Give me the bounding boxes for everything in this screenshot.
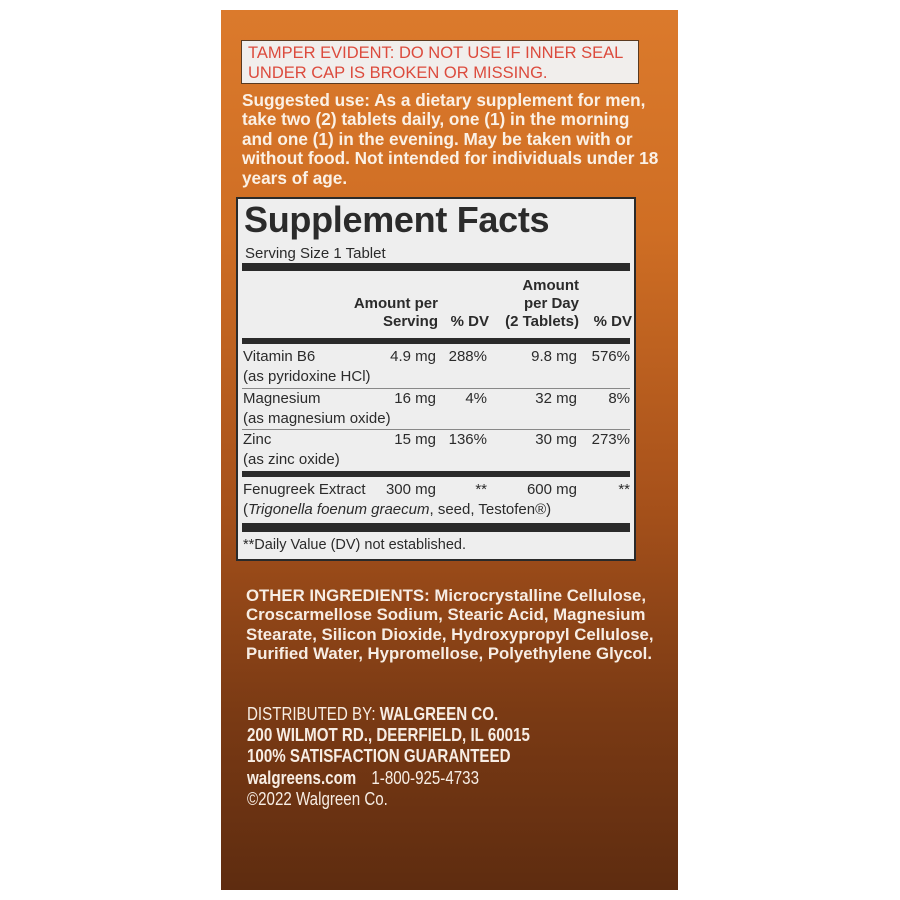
dv-per-day: 576% bbox=[591, 348, 630, 365]
distributor-info: DISTRIBUTED BY: WALGREEN CO. 200 WILMOT … bbox=[247, 704, 530, 810]
tamper-line: UNDER CAP IS BROKEN OR MISSING. bbox=[248, 64, 548, 82]
website: walgreens.com bbox=[247, 767, 357, 788]
amount-per-day: 30 mg bbox=[535, 431, 577, 448]
other-ingredients-label: OTHER INGREDIENTS: bbox=[246, 586, 430, 605]
distributor-label: DISTRIBUTED BY: bbox=[247, 704, 376, 724]
suggested-use: Suggested use: As a dietary supplement f… bbox=[242, 90, 662, 188]
label-panel: TAMPER EVIDENT: DO NOT USE IF INNER SEAL… bbox=[221, 10, 678, 890]
nutrient-name: Magnesium bbox=[243, 390, 321, 407]
amount: 15 mg bbox=[394, 431, 436, 448]
guarantee: 100% SATISFACTION GUARANTEED bbox=[247, 746, 511, 767]
nutrient-source: (Trigonella foenum graecum, seed, Testof… bbox=[243, 500, 551, 520]
suggested-use-text: As a dietary supplement for men, take tw… bbox=[242, 90, 659, 188]
dv-per-day: ** bbox=[618, 481, 630, 498]
divider bbox=[242, 388, 630, 389]
source-rest: , seed, Testofen®) bbox=[429, 501, 552, 518]
divider bbox=[242, 338, 630, 344]
header-line: per Day bbox=[523, 295, 579, 312]
header-line: Serving bbox=[382, 313, 438, 330]
nutrient-source: (as pyridoxine HCl) bbox=[243, 368, 371, 385]
footnote: **Daily Value (DV) not established. bbox=[243, 537, 466, 553]
divider bbox=[242, 471, 630, 477]
tamper-warning: TAMPER EVIDENT: DO NOT USE IF INNER SEAL… bbox=[241, 40, 639, 84]
header-dv: % DV bbox=[450, 313, 489, 330]
header-amount-per-serving: Amount per Serving bbox=[338, 295, 438, 331]
amount-per-day: 32 mg bbox=[535, 390, 577, 407]
facts-title: Supplement Facts bbox=[244, 199, 550, 240]
copyright: ©2022 Walgreen Co. bbox=[247, 788, 388, 809]
other-ingredients: OTHER INGREDIENTS: Microcrystalline Cell… bbox=[246, 586, 666, 663]
serving-size: Serving Size 1 Tablet bbox=[245, 245, 386, 262]
suggested-use-label: Suggested use: bbox=[242, 90, 370, 110]
paren: ( bbox=[243, 501, 248, 518]
amount-per-day: 600 mg bbox=[526, 481, 577, 498]
nutrient-name: Zinc bbox=[243, 431, 272, 448]
nutrient-source: (as zinc oxide) bbox=[243, 451, 340, 468]
dv: 4% bbox=[465, 390, 487, 407]
divider bbox=[242, 263, 630, 271]
botanical-name: Trigonella foenum graecum bbox=[248, 501, 430, 518]
distributor-name: WALGREEN CO. bbox=[375, 704, 499, 724]
header-line: (2 Tablets) bbox=[505, 313, 579, 330]
dv: 288% bbox=[448, 348, 487, 365]
tamper-line: TAMPER EVIDENT: DO NOT USE IF INNER SEAL bbox=[248, 44, 624, 62]
address: 200 WILMOT RD., DEERFIELD, IL 60015 bbox=[247, 725, 530, 746]
nutrient-name: Vitamin B6 bbox=[243, 348, 316, 365]
dv: ** bbox=[475, 481, 487, 498]
dv: 136% bbox=[448, 431, 487, 448]
amount-per-day: 9.8 mg bbox=[531, 348, 577, 365]
divider bbox=[242, 429, 630, 430]
amount: 300 mg bbox=[385, 481, 436, 498]
nutrient-name: Fenugreek Extract bbox=[243, 481, 366, 498]
other-ingredients-text: Microcrystalline Cellulose, Croscarmello… bbox=[246, 586, 654, 663]
distributor-line: DISTRIBUTED BY: WALGREEN CO. bbox=[247, 704, 530, 725]
amount: 4.9 mg bbox=[390, 348, 436, 365]
amount: 16 mg bbox=[394, 390, 436, 407]
dv-per-day: 273% bbox=[591, 431, 630, 448]
nutrient-source: (as magnesium oxide) bbox=[243, 410, 391, 427]
header-dv-day: % DV bbox=[593, 313, 632, 330]
header-amount-per-day: Amount per Day (2 Tablets) bbox=[488, 277, 579, 331]
header-line: Amount per bbox=[353, 295, 438, 312]
divider bbox=[242, 523, 630, 532]
header-line: Amount bbox=[522, 277, 579, 294]
supplement-facts-panel: Supplement Facts Serving Size 1 Tablet A… bbox=[236, 197, 636, 561]
dv-per-day: 8% bbox=[608, 390, 630, 407]
phone: 1-800-925-4733 bbox=[371, 767, 479, 788]
